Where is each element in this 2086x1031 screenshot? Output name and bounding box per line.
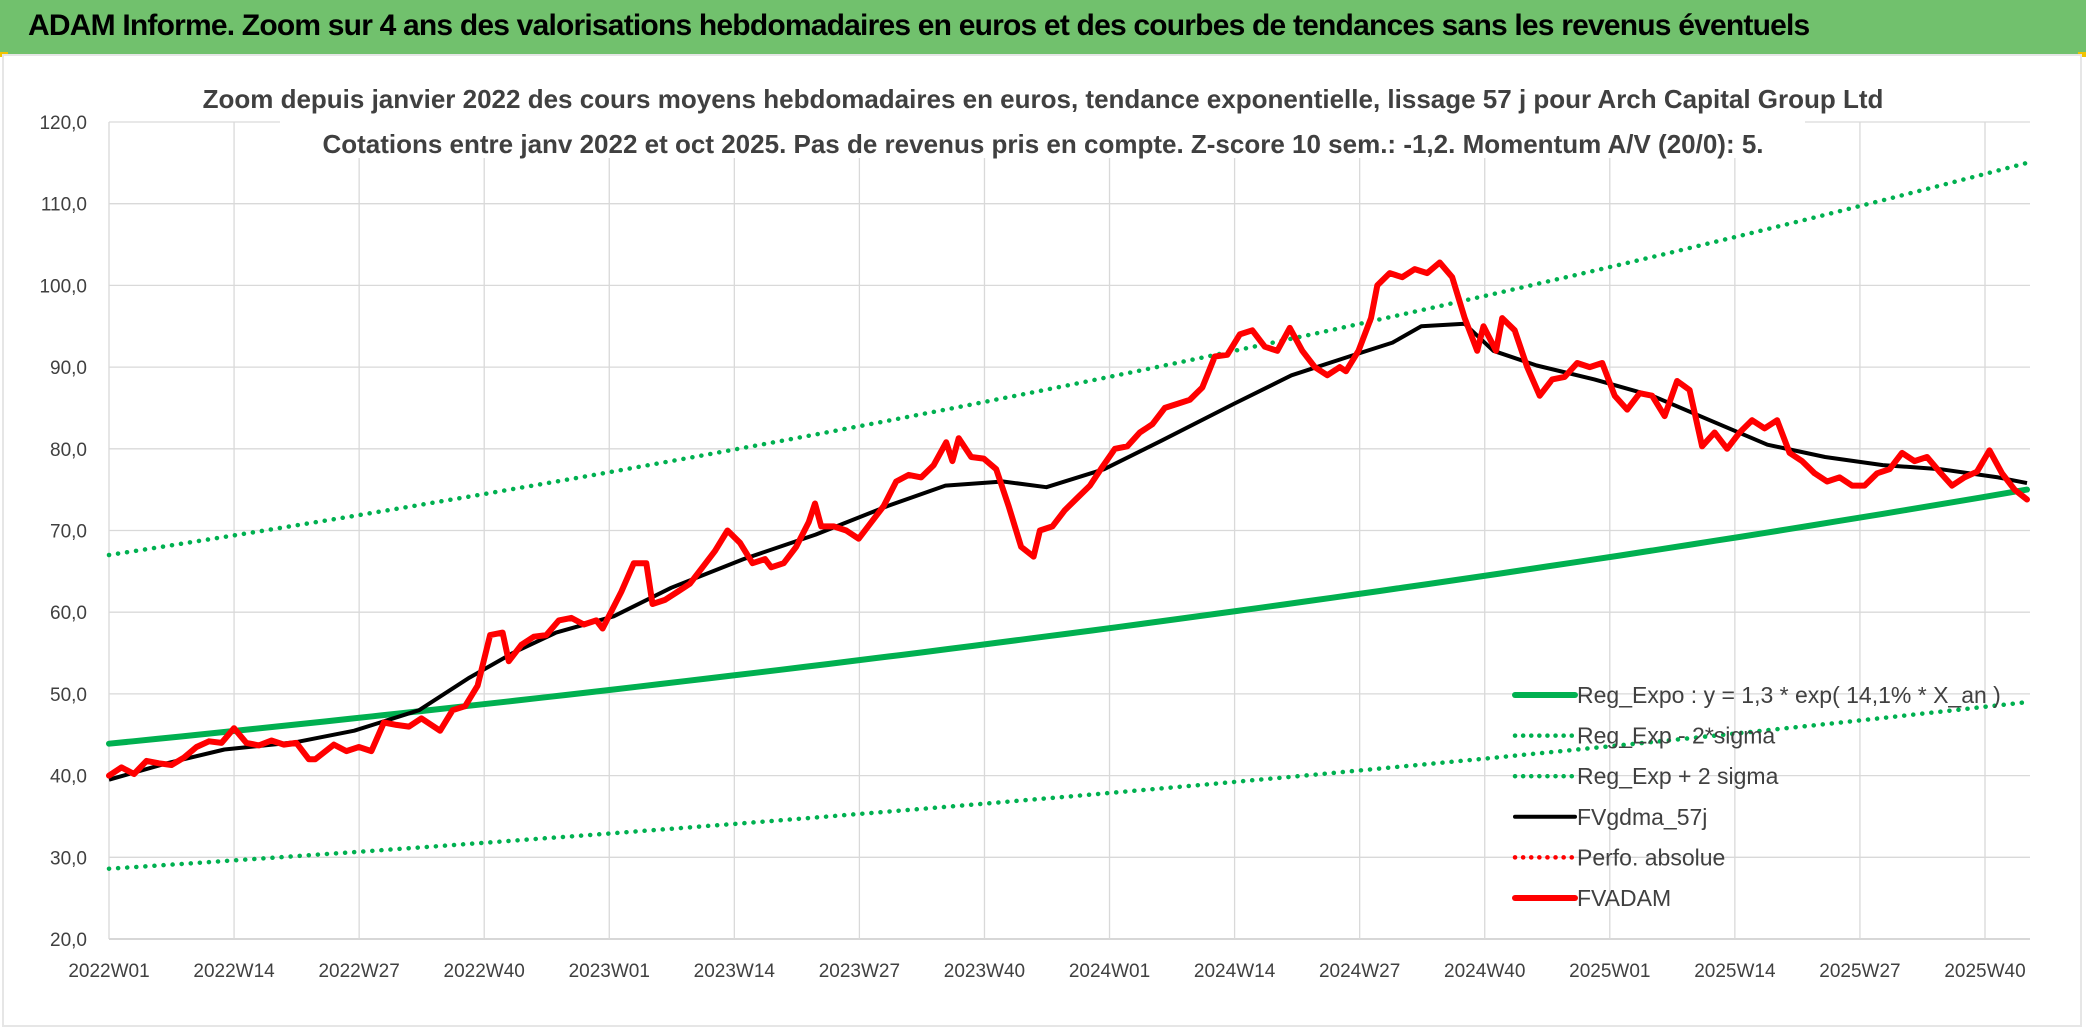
x-tick-label: 2023W01 [569,961,650,982]
x-tick-label: 2023W40 [944,961,1025,982]
x-tick-label: 2022W40 [444,961,525,982]
x-tick-label: 2024W14 [1194,961,1276,982]
legend: Reg_Expo : y = 1,3 * exp( 14,1% * X_an )… [1512,682,2001,911]
legend-label: FVgdma_57j [1577,804,1707,830]
title-background [280,78,1805,158]
y-tick-label: 70,0 [50,522,87,543]
x-tick-label: 2022W27 [318,961,399,982]
y-tick-label: 40,0 [50,767,87,788]
legend-label: Perfo. absolue [1577,844,1725,870]
series-layer [106,160,2030,871]
x-tick-label: 2022W01 [68,961,149,982]
series-fvgdma-57j [108,321,2028,782]
x-tick-label: 2025W14 [1694,961,1776,982]
x-tick-label: 2025W01 [1569,961,1650,982]
x-tick-label: 2025W27 [1819,961,1900,982]
y-tick-label: 50,0 [50,685,87,706]
y-tick-label: 120,0 [39,113,87,134]
axes: 20,0 30,0 40,0 50,0 60,0 70,0 80,0 90,0 100,0 110… [39,113,2025,982]
grid [108,121,2030,940]
series-reg-expo [106,486,2030,747]
y-tick-label: 90,0 [50,358,87,379]
legend-label: Reg_Expo : y = 1,3 * exp( 14,1% * X_an ) [1577,682,2001,708]
x-tick-label: 2022W14 [193,961,275,982]
y-tick-label: 60,0 [50,603,87,624]
y-tick-label: 100,0 [39,276,87,297]
y-tick-label: 20,0 [50,930,87,951]
x-tick-label: 2024W27 [1319,961,1400,982]
header-bar: ADAM Informe. Zoom sur 4 ans des valoris… [0,0,2086,55]
y-tick-label: 30,0 [50,848,87,869]
series-reg-exp-plus-2sigma [106,160,2030,558]
x-tick-label: 2025W40 [1944,961,2025,982]
corner-mark-right [2078,52,2086,57]
y-tick-label: 80,0 [50,440,87,461]
y-tick-label: 110,0 [41,195,87,216]
series-reg-exp-minus-2sigma [106,699,2030,871]
series-fvadam [106,259,2030,779]
x-tick-label: 2023W14 [694,961,776,982]
x-tick-label: 2024W01 [1069,961,1150,982]
x-tick-label: 2024W40 [1444,961,1525,982]
x-tick-label: 2023W27 [819,961,900,982]
header-title: ADAM Informe. Zoom sur 4 ans des valoris… [28,9,1810,42]
legend-label: Reg_Exp - 2*sigma [1577,723,1775,749]
chart-title-line-2: Cotations entre janv 2022 et oct 2025. P… [322,129,1763,159]
chart-title-line-1: Zoom depuis janvier 2022 des cours moyen… [203,84,1884,114]
legend-label: Reg_Exp + 2 sigma [1577,763,1779,789]
legend-label: FVADAM [1577,885,1671,911]
